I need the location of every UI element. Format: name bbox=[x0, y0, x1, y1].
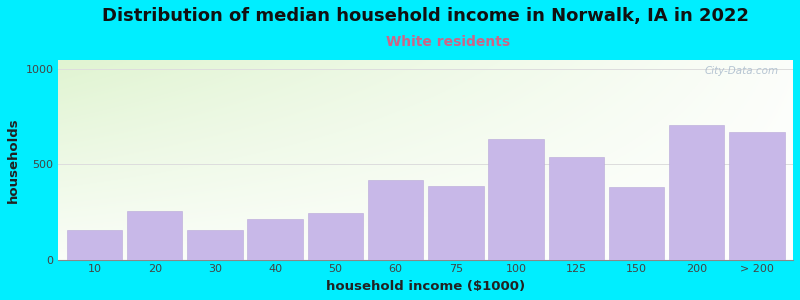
Bar bbox=[368, 180, 423, 260]
X-axis label: household income ($1000): household income ($1000) bbox=[326, 280, 526, 293]
Text: White residents: White residents bbox=[386, 34, 510, 49]
Bar bbox=[187, 230, 242, 260]
Bar bbox=[730, 132, 785, 260]
Bar bbox=[609, 187, 664, 260]
Bar bbox=[127, 211, 182, 260]
Y-axis label: households: households bbox=[7, 117, 20, 202]
Title: Distribution of median household income in Norwalk, IA in 2022: Distribution of median household income … bbox=[102, 7, 750, 25]
Bar bbox=[669, 124, 725, 260]
Bar bbox=[488, 139, 544, 260]
Bar bbox=[308, 213, 363, 260]
Bar bbox=[549, 157, 604, 260]
Text: City-Data.com: City-Data.com bbox=[704, 66, 778, 76]
Bar bbox=[66, 230, 122, 260]
Bar bbox=[428, 186, 483, 260]
Bar bbox=[247, 219, 303, 260]
